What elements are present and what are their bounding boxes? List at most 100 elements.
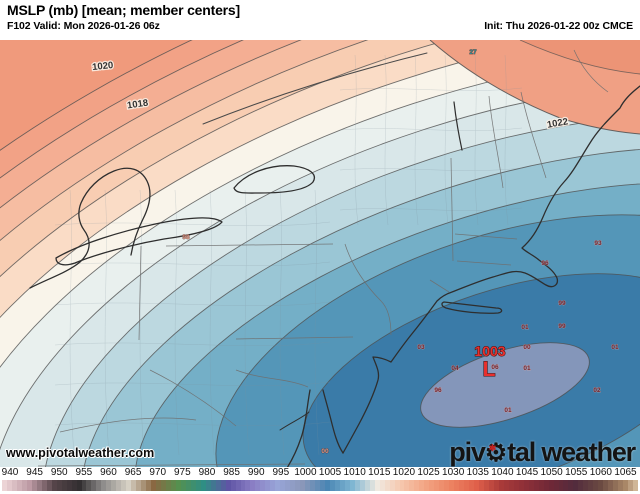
colorbar-tick: 1055	[565, 467, 588, 478]
colorbar-tick: 945	[26, 467, 43, 478]
colorbar-segment	[424, 480, 430, 491]
lake-ontario	[233, 165, 315, 194]
colorbar-segment	[628, 480, 634, 491]
colorbar-tick: 1065	[614, 467, 637, 478]
watermark: www.pivotalweather.com	[6, 446, 155, 460]
coastlines	[29, 52, 640, 467]
colorbar-segment	[250, 480, 256, 491]
colorbar-segment	[538, 480, 544, 491]
colorbar-segment	[429, 480, 435, 491]
colorbar-segment	[384, 480, 390, 491]
colorbar-segment	[6, 480, 12, 491]
colorbar-segment	[618, 480, 624, 491]
colorbar-tick: 1025	[417, 467, 440, 478]
colorbar-segment	[444, 480, 450, 491]
colorbar-tick: 1020	[392, 467, 416, 478]
colorbar-segment	[633, 480, 638, 491]
colorbar-gradient	[2, 480, 638, 491]
colorbar-segment	[379, 480, 385, 491]
member-marker: 27	[469, 49, 477, 56]
member-marker: 98	[182, 234, 190, 241]
colorbar-segment	[349, 480, 355, 491]
colorbar-segment	[230, 480, 236, 491]
colorbar-segment	[156, 480, 161, 491]
gear-icon: ✱ ⚙	[485, 439, 507, 467]
member-marker: 02	[593, 387, 601, 394]
colorbar-segment	[320, 480, 325, 491]
colorbar-segment	[290, 480, 296, 491]
colorbar-segment	[469, 480, 475, 491]
colorbar-segment	[434, 480, 440, 491]
member-marker: 01	[523, 365, 531, 372]
member-marker: 01	[611, 344, 619, 351]
colorbar-segment	[71, 480, 77, 491]
colorbar-segment	[474, 480, 479, 491]
colorbar-tick: 1030	[442, 467, 465, 478]
colorbar-segment	[136, 480, 142, 491]
colorbar-segment	[11, 480, 17, 491]
colorbar-segment	[240, 480, 246, 491]
county-borders	[54, 54, 523, 456]
colorbar-segment	[518, 480, 524, 491]
colorbar-tick: 1035	[466, 467, 489, 478]
colorbar-segment	[563, 480, 569, 491]
colorbar-segment	[66, 480, 72, 491]
colorbar-segment	[498, 480, 504, 491]
colorbar-segment	[508, 480, 514, 491]
member-marker: 99	[558, 300, 566, 307]
contour-label: 1022	[546, 116, 569, 131]
colorbar-segment	[255, 480, 261, 491]
colorbar-segment	[165, 480, 171, 491]
member-marker: 99	[558, 323, 566, 330]
init-time-label: Init: Thu 2026-01-22 00z CMCE	[484, 20, 633, 32]
colorbar-segment	[131, 480, 137, 491]
colorbar-segment	[359, 480, 365, 491]
colorbar-segment	[459, 480, 465, 491]
low-symbol: L	[483, 358, 496, 381]
colorbar-segment	[56, 480, 62, 491]
colorbar-tick: 940	[1, 467, 19, 478]
colorbar-segment	[493, 480, 499, 491]
colorbar-segment	[300, 480, 306, 491]
colorbar-segment	[364, 480, 370, 491]
colorbar-segment	[111, 480, 117, 491]
colorbar-segment	[449, 480, 455, 491]
atlantic-coastline	[342, 85, 640, 454]
colorbar-segment	[146, 480, 152, 491]
contour-label: 1020	[92, 60, 114, 73]
colorbar-segment	[324, 480, 330, 491]
colorbar-segment	[170, 480, 176, 491]
colorbar-segment	[533, 480, 539, 491]
colorbar-segment	[598, 480, 604, 491]
colorbar-segment	[76, 480, 82, 491]
colorbar-segment	[205, 480, 211, 491]
colorbar-tick: 965	[124, 467, 142, 478]
state-borders	[37, 49, 609, 467]
colorbar-segment	[414, 480, 420, 491]
colorbar-segment	[419, 480, 425, 491]
low-value-label: 1003	[474, 343, 505, 359]
colorbar-segment	[81, 480, 87, 491]
colorbar-segment	[573, 480, 579, 491]
colorbar-segment	[26, 480, 32, 491]
colorbar-segment	[235, 480, 241, 491]
colorbar-segment	[161, 480, 166, 491]
colorbar-tick: 1060	[589, 467, 612, 478]
colorbar-segment	[210, 480, 216, 491]
colorbar-segment	[141, 480, 147, 491]
colorbar-segment	[185, 480, 191, 491]
colorbar-segment	[180, 480, 186, 491]
colorbar-segment	[280, 480, 286, 491]
colorbar-segment	[603, 480, 609, 491]
colorbar-segment	[106, 480, 112, 491]
colorbar-segment	[200, 480, 206, 491]
colorbar-segment	[334, 480, 340, 491]
colorbar-segment	[315, 480, 320, 491]
mslp-map-canvas: 1020 1018 1022 27 98 93 96 99 01 99 03 00 01 04 06 01 96…	[0, 40, 640, 467]
colorbar-segment	[593, 480, 599, 491]
colorbar-segment	[126, 480, 132, 491]
colorbar-tick: 990	[247, 467, 265, 478]
colorbar-segment	[275, 480, 281, 491]
